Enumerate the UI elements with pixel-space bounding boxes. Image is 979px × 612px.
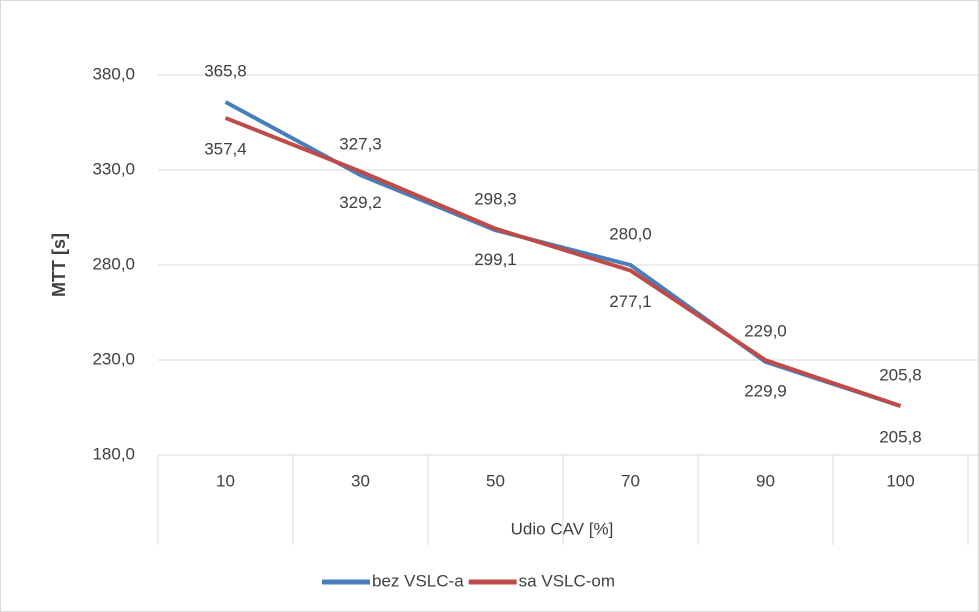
data-label: 365,8 (204, 61, 247, 80)
data-label: 277,1 (609, 292, 652, 311)
series-line (224, 116, 902, 408)
y-tick-label: 280,0 (92, 254, 135, 273)
x-tick-label: 100 (886, 471, 914, 490)
y-axis-title: MTT [s] (49, 233, 69, 297)
data-label: 299,1 (474, 250, 517, 269)
data-label: 357,4 (204, 139, 247, 158)
data-label: 327,3 (339, 135, 382, 154)
x-axis-title: Udio CAV [%] (511, 519, 614, 538)
data-label: 280,0 (609, 224, 652, 243)
x-tick-label: 70 (621, 471, 640, 490)
data-label: 229,9 (744, 382, 787, 401)
y-tick-label: 230,0 (92, 349, 135, 368)
legend-label: bez VSLC-a (372, 571, 464, 590)
data-label: 298,3 (474, 190, 517, 209)
y-tick-label: 180,0 (92, 444, 135, 463)
x-tick-label: 50 (486, 471, 505, 490)
y-tick-label: 330,0 (92, 159, 135, 178)
data-label: 205,8 (879, 427, 922, 446)
x-tick-label: 30 (351, 471, 370, 490)
legend-label: sa VSLC-om (519, 571, 615, 590)
x-tick-label: 10 (216, 471, 235, 490)
y-tick-label: 380,0 (92, 64, 135, 83)
data-label: 329,2 (339, 193, 382, 212)
data-label: 229,0 (744, 321, 787, 340)
data-label: 205,8 (879, 365, 922, 384)
x-tick-label: 90 (756, 471, 775, 490)
